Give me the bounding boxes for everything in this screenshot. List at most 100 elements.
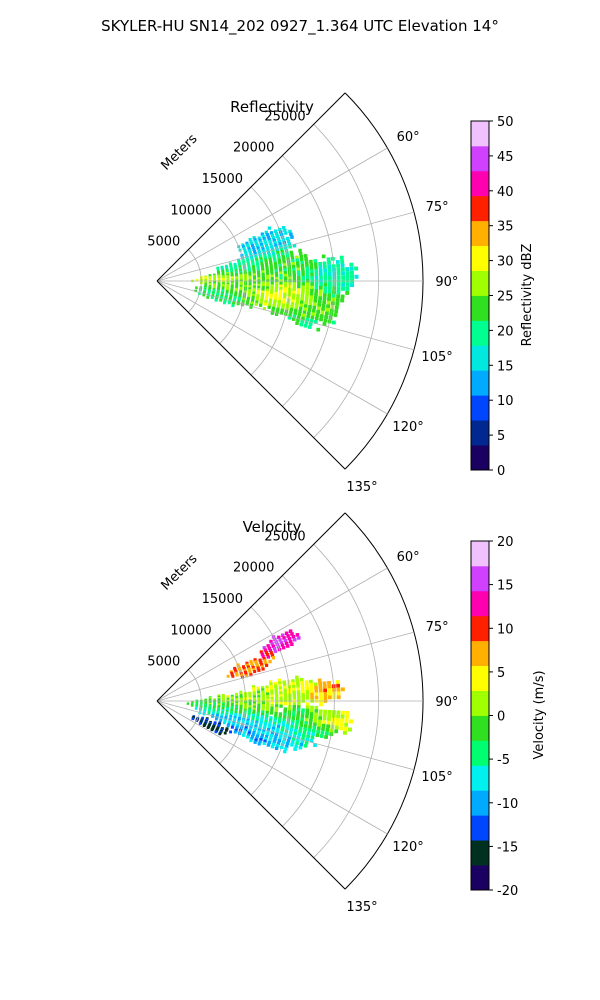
- echo-gate: [336, 282, 341, 287]
- echo-gate: [323, 289, 327, 294]
- echo-gate: [295, 300, 300, 304]
- echo-gate: [275, 694, 279, 698]
- echo-gate: [345, 291, 350, 295]
- echo-gate: [230, 694, 234, 698]
- echo-gate: [300, 294, 305, 298]
- echo-gate: [267, 250, 271, 254]
- echo-gate: [258, 253, 262, 257]
- echo-gate: [226, 674, 230, 678]
- echo-gate: [229, 265, 233, 269]
- echo-gate: [248, 238, 252, 242]
- echo-gate: [335, 260, 340, 264]
- echo-gate: [245, 302, 249, 306]
- echo-gate: [319, 275, 323, 280]
- echo-gate: [310, 272, 314, 277]
- echo-gate: [261, 277, 265, 281]
- echo-gate: [284, 631, 289, 635]
- echo-gate: [269, 242, 273, 246]
- colorbar-segment: [471, 615, 489, 642]
- echo-gate: [336, 275, 341, 280]
- echo-gate: [252, 711, 256, 715]
- echo-gate: [319, 272, 323, 276]
- echo-gate: [235, 276, 239, 280]
- echo-gate: [265, 735, 269, 739]
- echo-gate: [261, 281, 265, 285]
- echo-gate: [239, 704, 243, 708]
- echo-gate: [273, 649, 278, 653]
- colorbar-segment: [471, 395, 489, 421]
- echo-gate: [229, 263, 233, 267]
- echo-gate: [283, 685, 287, 690]
- echo-gate: [273, 261, 278, 266]
- echo-gate: [214, 730, 218, 734]
- colorbar-segment: [471, 445, 489, 471]
- echo-gate: [344, 722, 349, 727]
- echo-gate: [327, 293, 332, 298]
- echo-gate: [274, 684, 278, 688]
- echo-gate: [307, 311, 311, 316]
- echo-gate: [255, 242, 259, 246]
- echo-gate: [258, 725, 262, 730]
- echo-gate: [267, 305, 271, 309]
- echo-gate: [286, 634, 290, 638]
- echo-gate: [278, 683, 282, 688]
- echo-gate: [273, 229, 278, 233]
- echo-gate: [230, 281, 234, 284]
- echo-gate: [228, 296, 232, 300]
- echo-gate: [253, 281, 257, 285]
- echo-gate: [322, 296, 327, 301]
- echo-gate: [194, 707, 198, 710]
- echo-gate: [255, 244, 260, 248]
- echo-gate: [327, 710, 332, 714]
- echo-gate: [204, 282, 207, 286]
- echo-gate: [235, 281, 239, 285]
- echo-gate: [303, 307, 307, 312]
- echo-gate: [322, 716, 327, 721]
- colorbar-segment: [471, 195, 489, 222]
- echo-gate: [283, 696, 288, 700]
- echo-gate: [246, 733, 250, 737]
- echo-gate: [291, 296, 295, 300]
- echo-gate: [249, 303, 253, 307]
- colorbar-tick-label: -10: [497, 797, 518, 812]
- echo-gate: [261, 288, 265, 292]
- echo-gate: [348, 727, 352, 732]
- echo-gate: [300, 680, 304, 685]
- echo-gate: [304, 718, 309, 722]
- echo-gate: [274, 291, 278, 296]
- echo-gate: [322, 720, 326, 724]
- echo-gate: [287, 636, 292, 641]
- echo-gate: [248, 693, 252, 697]
- echo-gate: [224, 295, 228, 299]
- echo-gate: [305, 715, 309, 719]
- echo-gate: [269, 651, 274, 655]
- echo-gate: [323, 713, 327, 717]
- echo-gate: [276, 253, 281, 257]
- echo-gate: [251, 261, 255, 265]
- echo-gate: [325, 308, 330, 312]
- echo-gate: [274, 271, 279, 276]
- echo-gate: [327, 297, 331, 301]
- azimuth-gridline: [156, 567, 388, 702]
- azimuth-tick-label: 135°: [346, 900, 377, 915]
- echo-gate: [267, 728, 271, 732]
- echo-gate: [344, 719, 349, 723]
- echo-gate: [307, 731, 311, 736]
- echo-gate: [308, 322, 313, 326]
- echo-gate: [284, 231, 288, 235]
- echo-gate: [321, 307, 325, 311]
- sector-edge: [156, 512, 346, 702]
- echo-gate: [264, 717, 268, 722]
- echo-gate: [237, 298, 241, 302]
- echo-gate: [350, 274, 354, 279]
- echo-gate: [291, 299, 295, 303]
- echo-gate: [322, 300, 326, 304]
- echo-gate: [294, 725, 299, 730]
- echo-gate: [321, 303, 326, 308]
- echo-gate: [270, 694, 274, 698]
- echo-gate: [249, 305, 253, 309]
- echo-gate: [323, 685, 327, 689]
- echo-gate: [234, 711, 238, 715]
- echo-gate: [292, 710, 296, 715]
- echo-gate: [266, 697, 270, 701]
